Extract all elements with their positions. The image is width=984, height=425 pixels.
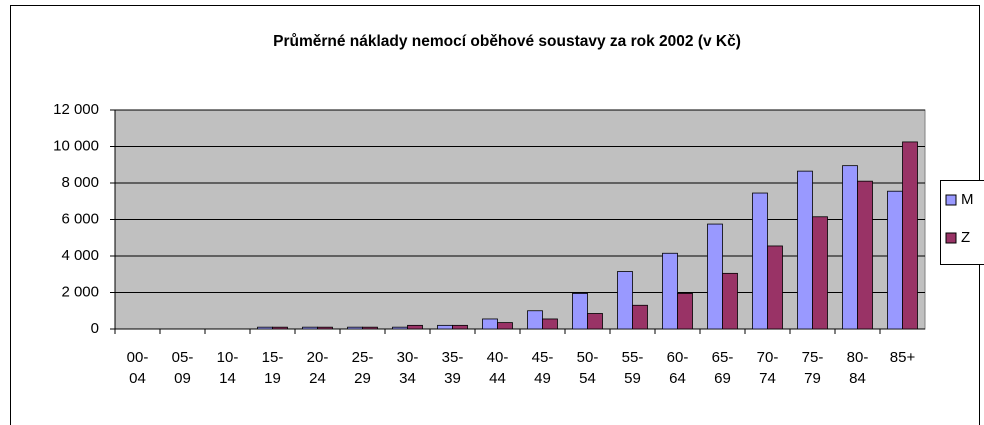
- x-tick-label: 70-74: [756, 349, 779, 387]
- bar: [407, 324, 423, 330]
- x-tick-label: 15-19: [261, 349, 284, 387]
- bar: [767, 245, 783, 330]
- x-tick-label: 25-29: [351, 349, 374, 387]
- y-tick-label: 6 000: [61, 210, 99, 227]
- x-tick-label: 60-64: [666, 349, 689, 387]
- bar: [572, 293, 588, 330]
- bar: [722, 272, 738, 330]
- x-tick-label: 40-44: [486, 349, 509, 387]
- bar: [437, 324, 453, 330]
- x-tick-label: 45-49: [531, 349, 554, 387]
- bar: [542, 318, 558, 330]
- x-tick-label: 80-84: [846, 349, 869, 387]
- bar: [632, 304, 648, 330]
- bar: [347, 326, 363, 330]
- x-tick-label: 20-24: [306, 349, 329, 387]
- y-tick-label: 8 000: [61, 174, 99, 191]
- legend-swatch: [945, 232, 957, 244]
- bar: [902, 141, 918, 330]
- bar: [302, 326, 318, 330]
- bar: [317, 326, 333, 330]
- bar: [527, 310, 543, 330]
- legend-swatch: [945, 194, 957, 206]
- bar: [497, 322, 513, 330]
- bar: [362, 326, 378, 330]
- legend-label: M: [961, 191, 974, 208]
- y-tick-label: 12 000: [53, 101, 99, 118]
- bar: [857, 180, 873, 330]
- bar: [812, 216, 828, 330]
- bar: [617, 271, 633, 330]
- bar: [752, 192, 768, 330]
- x-tick-label: 35-39: [441, 349, 464, 387]
- x-tick-label: 85+: [889, 349, 916, 366]
- bar: [887, 190, 903, 330]
- x-tick-label: 30-34: [396, 349, 419, 387]
- y-tick-label: 10 000: [53, 137, 99, 154]
- y-tick-label: 4 000: [61, 247, 99, 264]
- bar: [707, 223, 723, 330]
- x-tick-label: 75-79: [801, 349, 824, 387]
- bar: [392, 326, 408, 330]
- bar: [257, 326, 273, 330]
- x-tick-label: 05-09: [171, 349, 194, 387]
- x-tick-label: 50-54: [576, 349, 599, 387]
- x-tick-label: 65-69: [711, 349, 734, 387]
- legend-label: Z: [961, 229, 970, 246]
- y-tick-label: 2 000: [61, 283, 99, 300]
- y-tick-label: 0: [91, 320, 99, 337]
- x-tick-label: 00-04: [126, 349, 149, 387]
- bar: [587, 313, 603, 330]
- x-tick-label: 55-59: [621, 349, 644, 387]
- chart-title: Průměrné náklady nemocí oběhové soustavy…: [273, 33, 741, 50]
- bar: [842, 165, 858, 330]
- x-tick-label: 10-14: [216, 349, 239, 387]
- bar: [662, 252, 678, 330]
- bar: [452, 324, 468, 330]
- bar: [482, 318, 498, 330]
- bar: [797, 170, 813, 330]
- bar: [677, 293, 693, 330]
- bar: [272, 326, 288, 330]
